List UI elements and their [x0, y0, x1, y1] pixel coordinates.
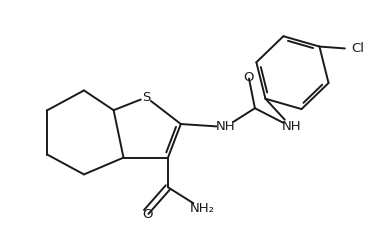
- Text: Cl: Cl: [352, 42, 365, 55]
- Text: O: O: [244, 71, 254, 84]
- Text: NH₂: NH₂: [190, 203, 215, 215]
- Text: O: O: [142, 208, 153, 222]
- Text: NH: NH: [216, 120, 235, 134]
- Text: NH: NH: [282, 120, 301, 134]
- Text: S: S: [142, 91, 150, 104]
